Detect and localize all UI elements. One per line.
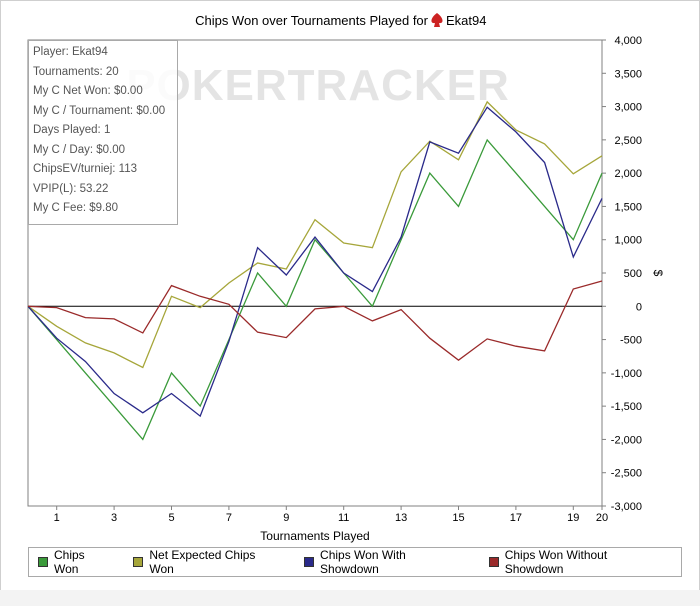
y-tick-label: -1,500 xyxy=(611,401,642,413)
y-axis-label: $ xyxy=(651,270,665,277)
chart-title-player: Ekat94 xyxy=(446,13,486,28)
x-tick-label: 19 xyxy=(567,512,579,524)
y-tick-label: 3,500 xyxy=(614,68,642,80)
legend-item-without-showdown[interactable]: Chips Won Without Showdown xyxy=(488,548,669,576)
stat-per-tournament: My C / Tournament: $0.00 xyxy=(33,104,166,117)
series-line-chips-won xyxy=(27,138,603,441)
chart-title: Chips Won over Tournaments Played for xyxy=(195,13,429,28)
y-tick-label: 1,500 xyxy=(614,201,642,213)
stat-chipsev: ChipsEV/turniej: 113 xyxy=(33,163,137,175)
x-tick-label: 20 xyxy=(596,512,608,524)
series-line-net-expected-chips-won xyxy=(27,100,603,369)
legend-label: Chips Won With Showdown xyxy=(320,548,406,576)
bottom-bar xyxy=(0,590,700,606)
legend-label: Chips Won xyxy=(53,548,85,576)
legend-item-chips-won[interactable]: Chips Won xyxy=(38,548,112,576)
stat-net-won: My C Net Won: $0.00 xyxy=(33,85,143,97)
x-tick-label: 3 xyxy=(111,512,117,524)
legend-label: Chips Won Without Showdown xyxy=(504,548,608,576)
series-line-chips-won-without-showdown xyxy=(27,280,603,362)
x-tick-label: 1 xyxy=(54,512,60,524)
legend-swatch xyxy=(38,557,48,567)
y-tick-label: -2,500 xyxy=(611,468,642,480)
legend-swatch xyxy=(133,557,144,567)
spade-icon-shape xyxy=(431,13,443,27)
x-tick-label: 17 xyxy=(510,512,522,524)
spade-icon xyxy=(431,13,443,27)
y-tick-label: 4,000 xyxy=(614,35,642,47)
stat-fee: My C Fee: $9.80 xyxy=(33,202,119,214)
x-tick-label: 7 xyxy=(226,512,232,524)
y-tick-label: -1,000 xyxy=(611,368,642,380)
y-tick-label: 2,500 xyxy=(614,135,642,147)
chart-legend: Chips Won Net Expected Chips Won Chips W… xyxy=(28,547,682,577)
y-tick-label: -500 xyxy=(620,335,642,347)
legend-swatch xyxy=(304,557,315,567)
y-tick-label: 2,000 xyxy=(614,168,642,180)
x-axis-label: Tournaments Played xyxy=(260,529,369,543)
stat-tournaments: Tournaments: 20 xyxy=(33,65,119,78)
x-tick-label: 5 xyxy=(168,512,174,524)
y-tick-label: 1,000 xyxy=(614,235,642,247)
x-tick-label: 11 xyxy=(338,512,349,524)
stat-per-day: My C / Day: $0.00 xyxy=(33,143,126,156)
stat-vpip: VPIP(L): 53.22 xyxy=(33,182,109,195)
y-tick-label: 500 xyxy=(624,268,642,280)
x-tick-label: 9 xyxy=(283,512,289,524)
y-tick-label: 0 xyxy=(636,301,642,313)
watermark: POKERTRACKER xyxy=(126,61,510,110)
legend-item-net-expected[interactable]: Net Expected Chips Won xyxy=(133,548,283,576)
chart-title-group: Chips Won over Tournaments Played for Ek… xyxy=(195,13,486,28)
legend-label: Net Expected Chips Won xyxy=(149,548,256,576)
y-tick-label: -2,000 xyxy=(611,434,642,446)
stat-player: Player: Ekat94 xyxy=(33,46,108,58)
y-tick-label: -3,000 xyxy=(611,501,642,513)
stat-days-played: Days Played: 1 xyxy=(33,124,111,136)
player-stats-box: Player: Ekat94 Tournaments: 20 My C Net … xyxy=(28,40,178,225)
series-line-chips-won-with-showdown xyxy=(27,106,603,418)
x-tick-label: 15 xyxy=(452,512,464,524)
legend-item-with-showdown[interactable]: Chips Won With Showdown xyxy=(304,548,468,576)
legend-swatch xyxy=(488,557,499,567)
y-tick-label: 3,000 xyxy=(614,102,642,114)
x-tick-label: 13 xyxy=(395,512,407,524)
